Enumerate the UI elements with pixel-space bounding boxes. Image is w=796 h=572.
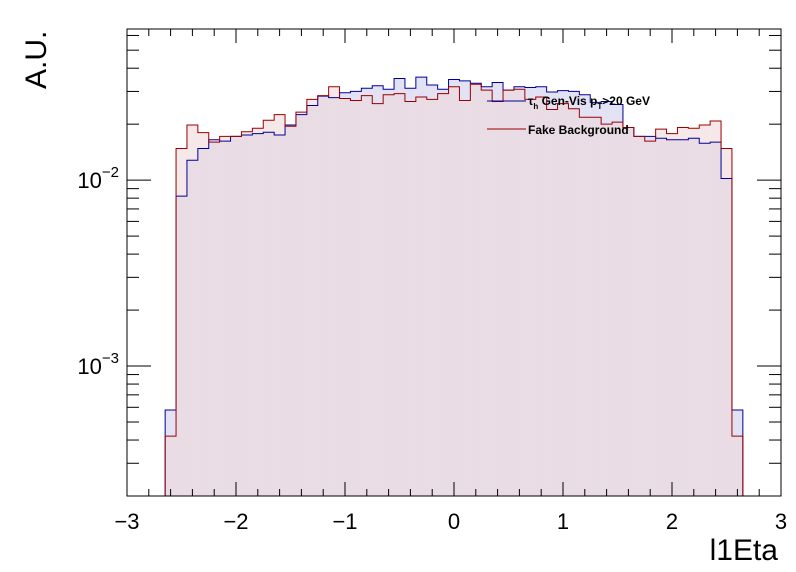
bin-fill-fake-background — [186, 124, 198, 496]
bin-fill-fake-background — [306, 99, 318, 496]
bin-fill-fake-background — [328, 86, 340, 497]
bin-fill-fake-background — [513, 89, 525, 496]
bin-fill-fake-background — [448, 86, 460, 497]
histogram-fills — [165, 77, 743, 497]
bin-fill-fake-background — [710, 121, 722, 496]
bin-fill-fake-background — [208, 142, 220, 496]
bin-fill-fake-background — [219, 136, 231, 496]
bin-fill-fake-background — [404, 101, 416, 496]
x-tick-label: −2 — [223, 509, 248, 534]
x-axis-title: l1Eta — [710, 534, 779, 567]
bin-fill-fake-background — [426, 99, 438, 496]
x-tick-label: −3 — [114, 509, 139, 534]
bin-fill-fake-background — [612, 122, 623, 496]
bin-fill-fake-background — [535, 96, 547, 496]
histogram-outlines — [164, 76, 744, 496]
legend-label-fake-background: Fake Background — [528, 123, 629, 137]
bin-fill-fake-background — [622, 127, 634, 497]
y-axis-title: A.U. — [20, 31, 53, 89]
bin-fill-fake-background — [252, 128, 264, 496]
bin-fill-fake-background — [481, 90, 493, 496]
bin-fill-fake-background — [568, 108, 580, 496]
bin-fill-fake-background — [655, 129, 667, 496]
bin-fill-fake-background — [263, 120, 275, 496]
bin-fill-fake-background — [601, 124, 613, 496]
bin-fill-fake-background — [317, 95, 329, 496]
bin-fill-fake-background — [361, 95, 373, 496]
bin-fill-fake-background — [644, 141, 656, 496]
bin-fill-fake-background — [285, 126, 296, 496]
bin-fill-fake-background — [394, 93, 405, 497]
bin-fill-fake-background — [557, 103, 569, 496]
bin-fill-fake-background — [295, 112, 307, 497]
bin-fill-fake-background — [579, 117, 591, 496]
y-tick-label: 10−2 — [77, 164, 119, 193]
legend-label-signal: τh Gen-Vis pT>20 GeV — [528, 94, 650, 111]
legend: τh Gen-Vis pT>20 GeV Fake Background — [487, 94, 650, 137]
x-tick-label: −1 — [332, 509, 357, 534]
bin-fill-fake-background — [503, 90, 514, 496]
bin-fill-fake-background — [165, 436, 177, 496]
bin-fill-fake-background — [437, 93, 449, 497]
bin-fill-fake-background — [546, 109, 558, 497]
bin-fill-fake-background — [590, 117, 602, 496]
y-axis-ticks: 10−2 10−3 — [77, 34, 781, 497]
bin-fill-fake-background — [459, 100, 471, 497]
bin-fill-fake-background — [699, 124, 711, 496]
bin-fill-fake-background — [666, 133, 678, 497]
x-axis-ticks: −3 −2 −1 0 1 2 3 — [114, 29, 787, 534]
bin-fill-fake-background — [688, 128, 700, 496]
x-tick-label: 1 — [557, 509, 569, 534]
bin-fill-fake-background — [339, 98, 351, 497]
bin-fill-fake-background — [633, 136, 645, 496]
bin-fill-fake-background — [731, 436, 743, 496]
y-tick-label: 10−3 — [77, 350, 119, 379]
bin-fill-fake-background — [383, 94, 395, 496]
bin-fill-fake-background — [372, 103, 384, 496]
bin-fill-fake-background — [350, 100, 362, 497]
bin-fill-fake-background — [274, 114, 286, 497]
bin-fill-fake-background — [524, 99, 536, 496]
x-tick-label: 0 — [448, 509, 460, 534]
bin-fill-fake-background — [677, 127, 689, 497]
bin-fill-fake-background — [470, 84, 482, 496]
series-line-fake-background — [164, 83, 744, 496]
bin-fill-fake-background — [492, 101, 504, 496]
bin-fill-fake-background — [241, 131, 253, 496]
bin-fill-fake-background — [176, 148, 187, 496]
bin-fill-fake-background — [230, 136, 242, 496]
bin-fill-fake-background — [415, 96, 427, 496]
bin-fill-fake-background — [721, 148, 732, 496]
bin-fill-fake-background — [197, 132, 209, 497]
x-tick-label: 3 — [775, 509, 787, 534]
x-tick-label: 2 — [666, 509, 678, 534]
